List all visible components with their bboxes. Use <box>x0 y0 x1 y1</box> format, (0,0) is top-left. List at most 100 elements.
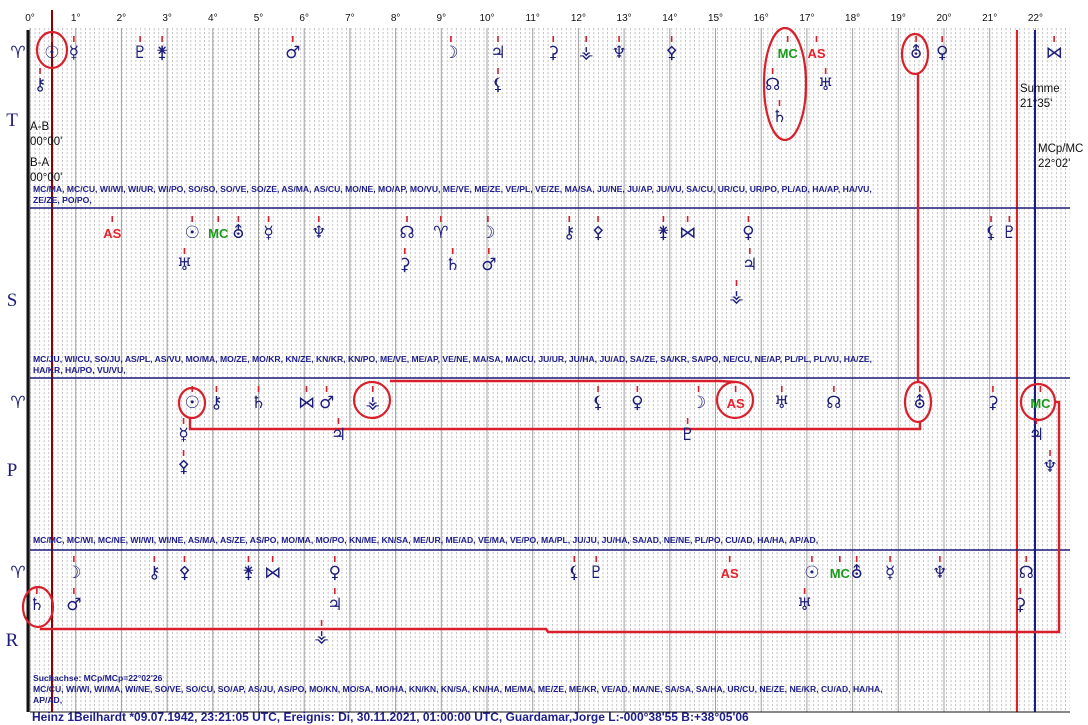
degree-label: 16° <box>754 13 769 24</box>
glyph: ⛢ <box>232 223 244 243</box>
row-start: ♈ <box>10 393 25 413</box>
glyph: ☿ <box>263 223 273 243</box>
glyph: ⚸ <box>985 223 997 243</box>
glyph: ⋈ <box>264 563 281 583</box>
degree-label: 0° <box>25 13 35 24</box>
degree-label: 21° <box>982 13 997 24</box>
glyph: ☉ <box>185 223 200 243</box>
glyph: ♄ <box>445 255 460 275</box>
glyph: ♂ <box>481 255 496 275</box>
connection-line <box>390 379 736 384</box>
highlight-ring <box>21 585 55 629</box>
glyph: ⚷ <box>563 223 575 243</box>
row-start: ♈ <box>10 563 25 583</box>
glyph: ☉ <box>44 43 59 63</box>
glyph: ⚴ <box>178 563 190 583</box>
glyph: ⚷ <box>34 75 46 95</box>
row-label: P <box>7 460 18 481</box>
glyph: ♃ <box>490 43 505 63</box>
degree-label: 6° <box>299 13 309 24</box>
glyph: ♃ <box>1029 425 1044 445</box>
ba-label: B-A <box>30 157 50 169</box>
degree-label: 4° <box>208 13 218 24</box>
ba-value: 00°00' <box>30 172 62 184</box>
glyph: AS <box>807 46 825 61</box>
glyph: AS <box>721 566 739 581</box>
glyph: ⚳ <box>1014 595 1026 615</box>
glyph: ♆ <box>1042 457 1057 477</box>
row-start: ♈ <box>10 43 25 63</box>
glyph: ⚸ <box>568 563 580 583</box>
sub-degree-grid <box>30 28 1070 712</box>
glyph: ☊ <box>826 393 841 413</box>
pair-list: AP/AD, <box>33 695 62 705</box>
glyph: ♀ <box>329 563 341 583</box>
glyph: ♈ <box>433 223 448 243</box>
row-label: R <box>6 630 19 651</box>
glyph: ♆ <box>611 43 626 63</box>
glyph: ⚵ <box>242 563 254 583</box>
connection-line <box>188 418 922 431</box>
glyph: ♅ <box>177 255 192 275</box>
glyph: ♅ <box>818 75 833 95</box>
highlight-ring <box>35 30 69 70</box>
glyph: ⋈ <box>679 223 696 243</box>
glyph: ☿ <box>178 425 188 445</box>
glyph: ♇ <box>680 425 695 445</box>
ab-label: A-B <box>30 121 50 133</box>
degree-label: 8° <box>391 13 401 24</box>
glyph: ⚴ <box>177 457 189 477</box>
glyph: ⚶ <box>579 43 593 63</box>
glyph: AS <box>727 396 745 411</box>
glyph: ⚶ <box>314 627 328 647</box>
glyph: ⚸ <box>592 393 604 413</box>
glyph: ☊ <box>1019 563 1034 583</box>
connection-line <box>40 400 1061 634</box>
search-axis: Suchachse: MCp/MCp=22°02'26 <box>33 673 163 683</box>
glyph: ⛢ <box>850 563 862 583</box>
glyph: ☽ <box>691 393 706 413</box>
glyph: ♂ <box>319 393 334 413</box>
rows: T ♈ ☉ ☿ ♇ ⚵ ♂ ☽ ♃ ⚳ ⚶ ♆ ⚴ MC AS ⛢ ♀ ⋈ ⚷ ⚸ ☊ ♅ ♄ MC/MA, MC/CU, W… <box>6 36 1063 705</box>
glyph: ⚴ <box>665 43 677 63</box>
pair-list: MC/MC, MC/WI, MC/NE, WI/WI, WI/NE, AS/MA… <box>33 535 818 545</box>
pair-list: MC/CU, WI/WI, WI/MA, WI/NE, SO/VE, SO/CU… <box>33 684 883 694</box>
glyph: ♇ <box>589 563 604 583</box>
glyph: ⚴ <box>592 223 604 243</box>
glyph: ⛢ <box>914 393 926 413</box>
glyph: ☊ <box>765 75 780 95</box>
degree-label: 14° <box>662 13 677 24</box>
glyph: ☽ <box>443 43 458 63</box>
footer: Heinz 1Beilhardt *09.07.1942, 23:21:05 U… <box>32 710 749 724</box>
degree-label: 1° <box>71 13 81 24</box>
highlight-ring <box>900 32 930 76</box>
glyph: ⚵ <box>657 223 669 243</box>
glyph: ⛢ <box>910 43 922 63</box>
glyph: MC <box>778 46 799 61</box>
glyph: AS <box>103 226 121 241</box>
glyph: MC <box>1030 396 1051 411</box>
pair-list: MC/MA, MC/CU, WI/WI, WI/UR, WI/PO, SO/SO… <box>33 184 872 194</box>
glyph: ☿ <box>885 563 895 583</box>
glyph: ♇ <box>1002 223 1017 243</box>
glyph: ⚷ <box>210 393 222 413</box>
pair-list: HA/KR, HA/PO, VU/VU, <box>33 365 126 375</box>
degree-label: 18° <box>845 13 860 24</box>
degree-label: 3° <box>162 13 172 24</box>
glyph: ♆ <box>932 563 947 583</box>
degree-label: 17° <box>799 13 814 24</box>
glyph: ♂ <box>285 43 300 63</box>
degree-label: 5° <box>254 13 264 24</box>
degree-label: 13° <box>617 13 632 24</box>
glyph: ♀ <box>936 43 948 63</box>
glyph: ♃ <box>331 425 346 445</box>
glyph: ♂ <box>66 595 81 615</box>
glyph: ♅ <box>797 595 812 615</box>
ab-value: 00°00' <box>30 136 62 148</box>
sum-label: Summe <box>1020 83 1060 95</box>
glyph: ⚵ <box>156 43 168 63</box>
glyph: ⚳ <box>399 255 411 275</box>
degree-label: 7° <box>345 13 355 24</box>
row-label: T <box>6 110 18 131</box>
glyph: ♄ <box>251 393 266 413</box>
